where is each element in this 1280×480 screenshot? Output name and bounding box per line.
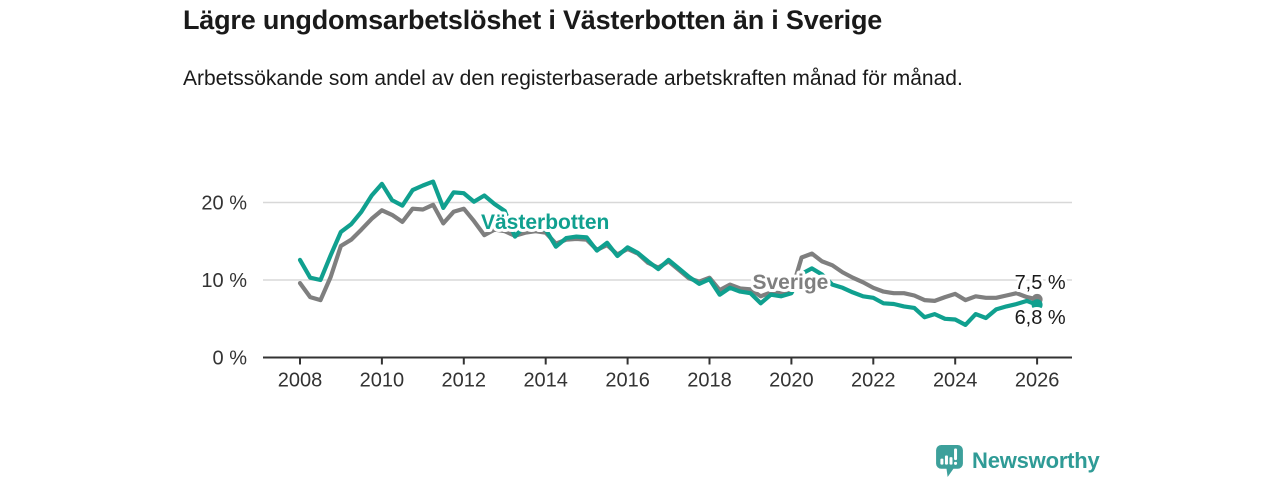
x-tick-label: 2014 — [523, 370, 568, 392]
y-tick-label: 20 % — [201, 193, 247, 215]
logo-bar-3 — [949, 457, 953, 465]
logo-bar-1 — [940, 458, 944, 465]
västerbotten-end-dot — [1031, 299, 1043, 311]
x-tick-label: 2018 — [687, 370, 732, 392]
x-tick-label: 2010 — [360, 370, 405, 392]
x-tick-label: 2016 — [605, 370, 650, 392]
y-tick-label: 0 % — [213, 348, 248, 370]
end-label-vasterbotten: 6,8 % — [1015, 307, 1066, 329]
logo-bar-2 — [944, 455, 948, 465]
logo-exclamation-bar — [954, 448, 958, 461]
newsworthy-logo-icon — [936, 445, 963, 477]
x-tick-label: 2012 — [442, 370, 487, 392]
x-tick-label: 2022 — [851, 370, 896, 392]
chart-title: Lägre ungdomsarbetslöshet i Västerbotten… — [183, 5, 883, 35]
x-tick-label: 2008 — [278, 370, 323, 392]
logo-exclamation-dot — [954, 461, 958, 465]
newsworthy-logo: Newsworthy — [936, 445, 1100, 477]
series-label-vasterbotten: Västerbotten — [481, 211, 609, 234]
x-tick-label: 2024 — [933, 370, 978, 392]
sverige-line — [297, 202, 1040, 303]
end-label-sverige: 7,5 % — [1015, 272, 1066, 294]
x-tick-label: 2020 — [769, 370, 814, 392]
newsworthy-logo-text: Newsworthy — [972, 448, 1100, 473]
västerbotten-line — [297, 179, 1040, 327]
x-tick-label: 2026 — [1015, 370, 1060, 392]
series-label-sverige: Sverige — [752, 271, 828, 294]
chart-subtitle: Arbetssökande som andel av den registerb… — [183, 67, 963, 90]
y-tick-label: 10 % — [201, 270, 247, 292]
